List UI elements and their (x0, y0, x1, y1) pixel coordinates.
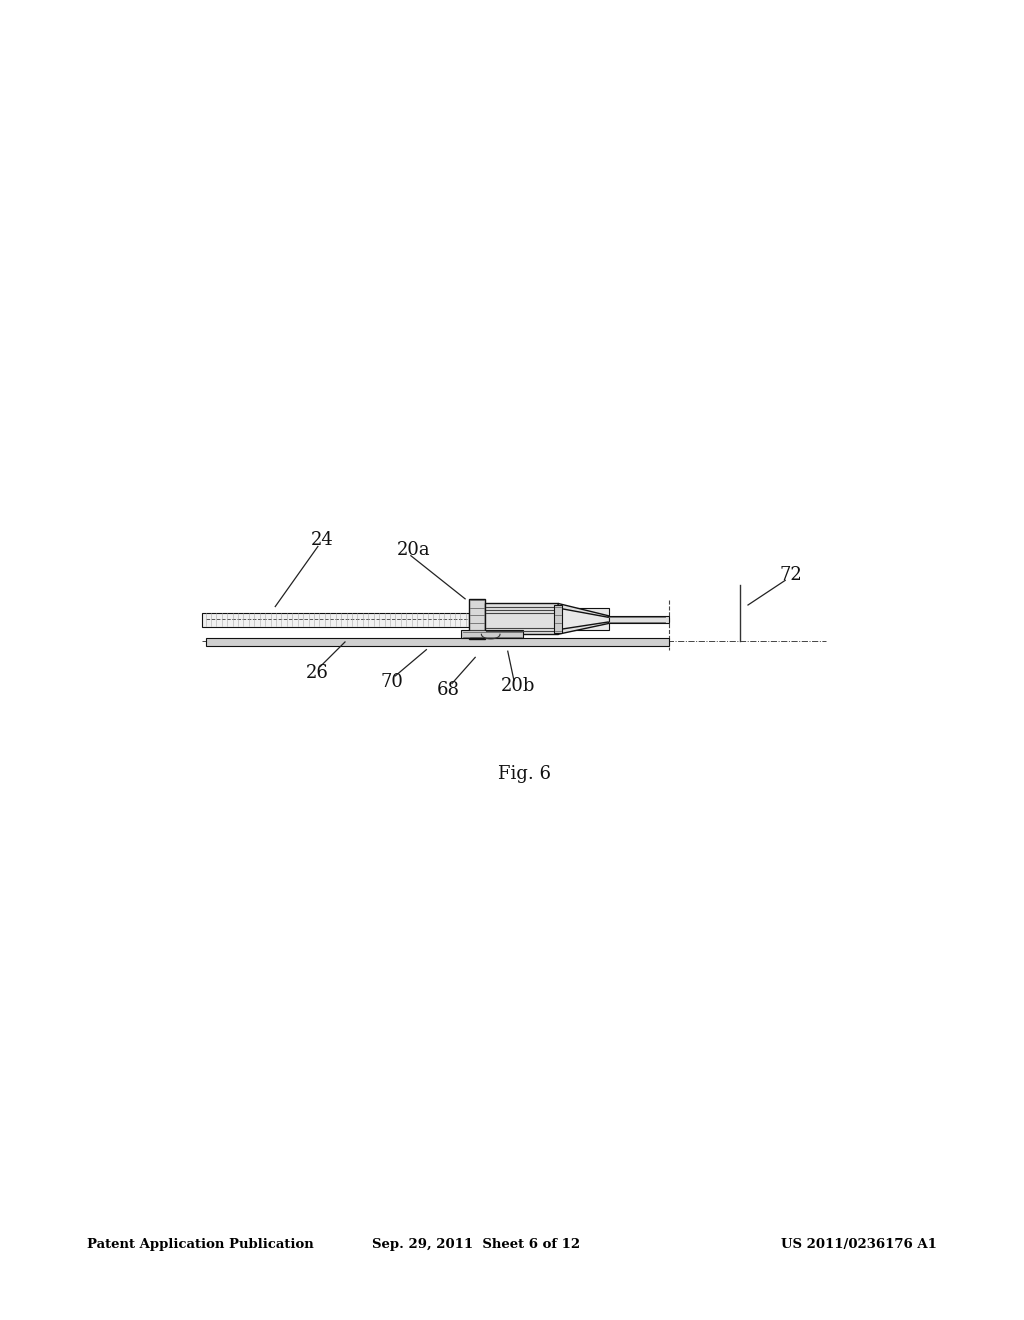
Text: 20a: 20a (396, 541, 430, 558)
Text: 70: 70 (380, 673, 402, 690)
Text: 20b: 20b (501, 677, 535, 694)
Bar (461, 631, 523, 638)
Text: Sep. 29, 2011  Sheet 6 of 12: Sep. 29, 2011 Sheet 6 of 12 (372, 1238, 581, 1251)
Text: 68: 68 (436, 681, 460, 698)
Bar (554, 605, 562, 632)
Text: 24: 24 (310, 532, 333, 549)
Text: Fig. 6: Fig. 6 (499, 766, 551, 783)
Bar (484, 603, 558, 635)
Text: 72: 72 (779, 566, 802, 583)
Text: Patent Application Publication: Patent Application Publication (87, 1238, 313, 1251)
Bar (202, 612, 469, 627)
Polygon shape (558, 622, 608, 635)
Text: US 2011/0236176 A1: US 2011/0236176 A1 (781, 1238, 937, 1251)
Bar (608, 615, 669, 623)
Bar (469, 599, 484, 639)
Bar (206, 638, 669, 645)
Polygon shape (558, 603, 608, 618)
Bar (558, 609, 608, 630)
Text: 26: 26 (305, 664, 329, 681)
